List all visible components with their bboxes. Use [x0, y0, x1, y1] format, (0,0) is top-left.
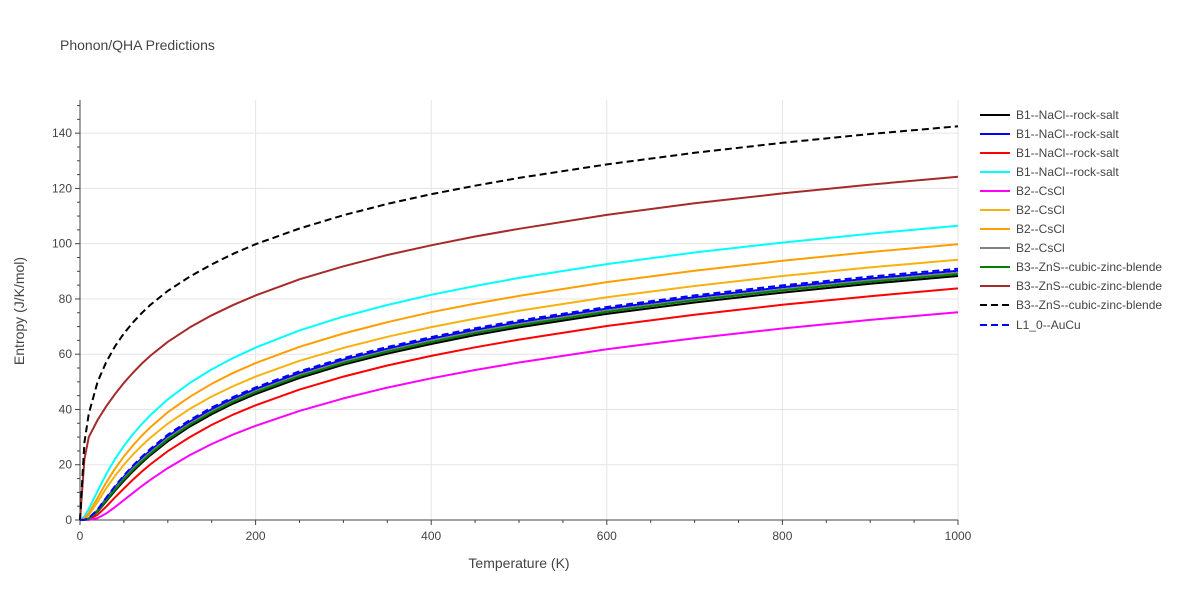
legend-label: B1--NaCl--rock-salt	[1016, 126, 1119, 141]
tick-labels: 0 200 400 600 800 1000 0 20 40 60 80 100 120 140	[52, 126, 972, 543]
legend-label: L1_0--AuCu	[1016, 317, 1081, 332]
series-line-12	[79, 267, 959, 521]
x-tick-label: 200	[246, 529, 266, 543]
series-line-3	[79, 287, 959, 521]
legend-label: B2--CsCl	[1016, 222, 1065, 237]
legend-swatch	[980, 170, 1010, 173]
legend-item[interactable]: B2--CsCl	[980, 239, 1162, 258]
series-line-5	[80, 311, 959, 521]
y-tick-label: 0	[65, 513, 72, 527]
y-tick-label: 140	[52, 126, 72, 140]
legend-item[interactable]: L1_0--AuCu	[980, 315, 1162, 334]
legend-item[interactable]: B3--ZnS--cubic-zinc-blende	[980, 258, 1162, 277]
legend-label: B2--CsCl	[1016, 183, 1065, 198]
legend-swatch	[980, 113, 1010, 116]
chart-title: Phonon/QHA Predictions	[60, 37, 215, 53]
series-line-7	[79, 243, 959, 521]
series-line-10	[79, 175, 959, 521]
legend-item[interactable]: B2--CsCl	[980, 200, 1162, 219]
y-tick-label: 80	[59, 292, 73, 306]
x-tick-label: 400	[421, 529, 441, 543]
legend-swatch	[980, 266, 1010, 269]
legend-item[interactable]: B3--ZnS--cubic-zinc-blende	[980, 296, 1162, 315]
series-layer	[79, 125, 959, 521]
legend-label: B2--CsCl	[1016, 241, 1065, 256]
legend-label: B1--NaCl--rock-salt	[1016, 164, 1119, 179]
x-tick-label: 600	[597, 529, 617, 543]
y-tick-label: 100	[52, 237, 72, 251]
legend-swatch	[980, 247, 1010, 250]
legend-item[interactable]: B2--CsCl	[980, 220, 1162, 239]
legend-item[interactable]: B1--NaCl--rock-salt	[980, 124, 1162, 143]
legend-swatch	[980, 323, 1010, 326]
legend-swatch	[980, 189, 1010, 192]
series-line-6	[79, 258, 959, 521]
legend-label: B1--NaCl--rock-salt	[1016, 107, 1119, 122]
y-tick-label: 60	[59, 347, 73, 361]
x-tick-label: 0	[77, 529, 84, 543]
x-axis-title: Temperature (K)	[468, 555, 569, 571]
legend: B1--NaCl--rock-salt B1--NaCl--rock-salt B1…	[980, 105, 1162, 334]
legend-swatch	[980, 209, 1010, 212]
legend-swatch	[980, 151, 1010, 154]
series-line-1	[79, 275, 959, 521]
legend-item[interactable]: B1--NaCl--rock-salt	[980, 143, 1162, 162]
legend-swatch	[980, 285, 1010, 288]
y-tick-label: 20	[59, 458, 73, 472]
legend-swatch	[980, 228, 1010, 231]
x-tick-label: 800	[772, 529, 792, 543]
legend-label: B3--ZnS--cubic-zinc-blende	[1016, 279, 1163, 294]
legend-item[interactable]: B3--ZnS--cubic-zinc-blende	[980, 277, 1162, 296]
axes	[75, 100, 959, 525]
legend-label: B1--NaCl--rock-salt	[1016, 145, 1119, 160]
legend-swatch	[980, 304, 1010, 307]
legend-item[interactable]: B1--NaCl--rock-salt	[980, 105, 1162, 124]
legend-swatch	[980, 132, 1010, 135]
gridlines	[80, 100, 959, 520]
legend-label: B2--CsCl	[1016, 203, 1065, 218]
legend-label: B3--ZnS--cubic-zinc-blende	[1016, 298, 1163, 313]
y-tick-label: 40	[59, 402, 73, 416]
series-line-9	[79, 273, 959, 521]
y-tick-label: 120	[52, 181, 72, 195]
legend-item[interactable]: B1--NaCl--rock-salt	[980, 162, 1162, 181]
series-line-11	[79, 125, 959, 521]
legend-item[interactable]: B2--CsCl	[980, 181, 1162, 200]
legend-label: B3--ZnS--cubic-zinc-blende	[1016, 260, 1163, 275]
y-axis-title: Entropy (J/K/mol)	[11, 257, 27, 365]
x-tick-label: 1000	[945, 529, 972, 543]
series-line-4	[79, 224, 959, 521]
